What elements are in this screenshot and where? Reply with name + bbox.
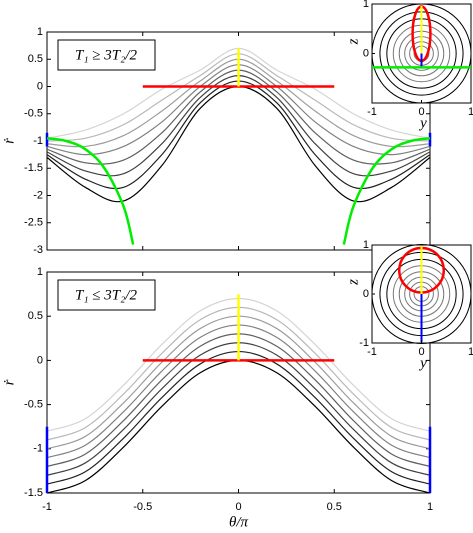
curve	[46, 137, 135, 245]
x-axis-label: θ/π	[229, 514, 249, 530]
y-tick-label: -1	[33, 135, 43, 147]
y-tick-label: 0	[37, 80, 43, 92]
y-tick-label: -1.5	[24, 487, 43, 499]
x-tick-label: -0.5	[133, 501, 152, 513]
curve	[46, 342, 431, 476]
y-tick-label: -2	[33, 189, 43, 201]
inset-y-tick-label: 0	[363, 288, 369, 300]
annotation: T₁ ≥ 3T₂/2	[75, 47, 138, 63]
annotation-box	[57, 279, 156, 311]
y-tick-label: 0.5	[28, 310, 43, 322]
curve	[342, 137, 431, 245]
y-tick-label: 0.5	[28, 53, 43, 65]
y-tick-label: -0.5	[24, 399, 43, 411]
curve	[46, 359, 431, 494]
annotation-box	[57, 39, 156, 71]
y-tick-label: 1	[37, 266, 43, 278]
y-tick-label: -3	[33, 244, 43, 256]
x-tick-label: -1	[42, 501, 52, 513]
inset-y-tick-label: 1	[363, 0, 369, 10]
inset-y-label: z	[345, 279, 361, 286]
y-tick-label: -2.5	[24, 217, 43, 229]
inset-y-tick-label: -1	[359, 337, 369, 349]
curve	[46, 85, 431, 203]
annotation: T₁ ≤ 3T₂/2	[75, 287, 138, 303]
y-tick-label: 0	[37, 354, 43, 366]
curve	[46, 350, 431, 485]
y-axis-label: ṙ	[1, 138, 17, 144]
inset-x-tick-label: -1	[367, 106, 377, 118]
y-tick-label: -1	[33, 443, 43, 455]
y-tick-label: 1	[37, 26, 43, 38]
inset-y-label: z	[345, 38, 361, 45]
x-tick-label: 0	[235, 501, 241, 513]
inset-x-label: y	[418, 355, 427, 371]
inset-x-tick-label: 1	[468, 106, 473, 118]
inset-x-tick-label: -1	[367, 346, 377, 358]
inset-x-label: y	[418, 115, 427, 131]
inset-x-tick-label: 0	[418, 106, 424, 118]
y-tick-label: -1.5	[24, 162, 43, 174]
x-tick-label: 0.5	[327, 501, 342, 513]
y-tick-label: -0.5	[24, 108, 43, 120]
inset-y-tick-label: 0	[363, 47, 369, 59]
y-axis-label: ṙ	[1, 379, 17, 385]
inset-x-tick-label: 1	[468, 346, 473, 358]
inset-y-tick-label: 1	[363, 239, 369, 251]
x-tick-label: 1	[427, 501, 433, 513]
inset-x-tick-label: 0	[418, 346, 424, 358]
